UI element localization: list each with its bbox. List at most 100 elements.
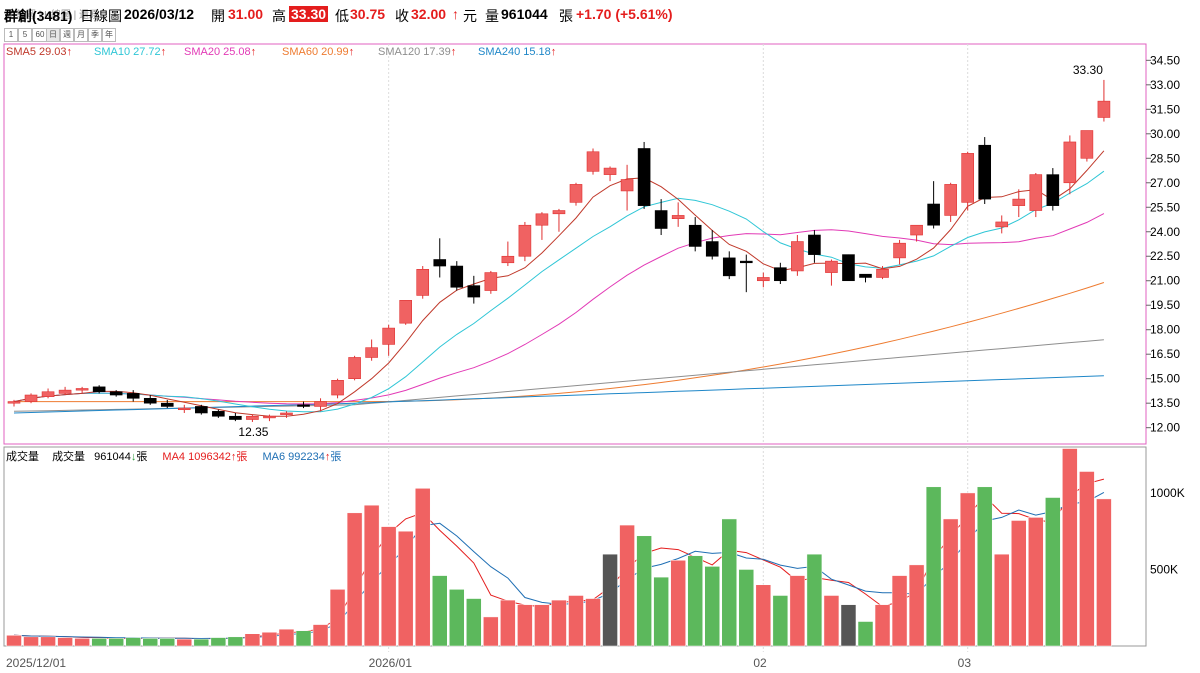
volume-legend-label: 成交量 — [52, 451, 86, 463]
volume-bar — [466, 598, 482, 647]
candle-body — [995, 221, 1009, 228]
volume-bar — [483, 616, 499, 647]
sma5-line — [13, 150, 1105, 417]
volume-bar — [278, 628, 295, 647]
price-tick-label: 30.00 — [1150, 127, 1180, 141]
candle-body — [893, 242, 906, 259]
sma-legend-sma60: SMA60 20.99↑ — [282, 46, 355, 58]
candle-body — [637, 148, 651, 206]
chart-tabs-strip[interactable]: 走勢圖 | K線圖 | 還原 — [6, 10, 99, 21]
candle-body — [331, 380, 344, 396]
price-tick-label: 21.00 — [1150, 274, 1180, 288]
candle-body — [75, 388, 89, 391]
candle-body — [1097, 100, 1111, 118]
period-button-3[interactable]: 日 — [46, 28, 60, 42]
volume-bar — [636, 535, 652, 647]
period-button-1[interactable]: 5 — [18, 28, 32, 42]
up-arrow-icon: ↑ — [250, 46, 257, 58]
candle-body — [859, 273, 872, 278]
candle-body — [314, 401, 327, 407]
sma10-line — [13, 170, 1105, 413]
period-button-0[interactable]: 1 — [4, 28, 18, 42]
volume-bar — [908, 564, 925, 647]
period-button-6[interactable]: 季 — [88, 28, 102, 42]
volume-bar — [125, 637, 141, 647]
ma6-up-arrow-icon: ↑ — [324, 451, 331, 463]
quote-date: 2026/03/12 — [124, 6, 195, 22]
sma-legend-sma5: SMA5 29.03↑ — [6, 46, 73, 58]
volume-bar — [142, 638, 158, 647]
volume-bar — [551, 599, 567, 647]
candle-body — [620, 179, 634, 192]
ma4-unit: 張 — [236, 451, 248, 463]
candle-body — [791, 241, 804, 272]
volume-bar — [653, 576, 669, 647]
price-annotation: 12.35 — [238, 425, 268, 439]
candle-body — [739, 260, 753, 264]
candle-body — [416, 269, 430, 296]
candle-body — [160, 402, 174, 407]
low-value: 30.75 — [350, 6, 386, 22]
volume-label: 量 — [485, 8, 499, 24]
volume-panel-title: 成交量 — [6, 451, 39, 463]
period-button-5[interactable]: 月 — [74, 28, 88, 42]
candle-body — [569, 184, 583, 203]
volume-bar — [227, 636, 244, 647]
volume-bar — [1028, 517, 1044, 647]
candle-body — [58, 389, 72, 394]
price-tick-label: 33.00 — [1150, 78, 1180, 92]
x-axis-label: 02 — [753, 656, 767, 670]
volume-bar — [6, 635, 22, 647]
candle-body — [876, 269, 889, 278]
close-label: 收 — [395, 8, 409, 24]
sma-legend-sma120: SMA120 17.39↑ — [378, 46, 457, 58]
up-arrow-icon: ↑ — [348, 46, 355, 58]
volume-bar — [687, 555, 703, 647]
ma6-unit: 張 — [330, 451, 342, 463]
ma6-value: 992234 — [288, 451, 325, 463]
volume-bar — [312, 624, 329, 647]
price-unit: 元 — [463, 8, 477, 24]
candle-body — [280, 412, 293, 415]
candle-body — [586, 151, 600, 172]
ma4-label: MA4 — [162, 451, 186, 463]
price-annotation: 33.30 — [1073, 63, 1103, 77]
volume-bar — [74, 638, 90, 647]
candle-body — [126, 393, 140, 399]
volume-tick-label: 1000K — [1150, 486, 1185, 500]
volume-bar — [414, 488, 431, 647]
candle-body — [603, 167, 617, 175]
candle-body — [92, 386, 106, 393]
up-arrow-icon: ↑ — [160, 46, 167, 58]
volume-bar — [772, 595, 789, 647]
price-change: +1.70 (+5.61%) — [576, 6, 673, 22]
price-tick-label: 24.00 — [1150, 225, 1180, 239]
candle-body — [808, 234, 821, 255]
volume-bar — [159, 638, 176, 647]
volume-bar — [108, 638, 124, 647]
volume-bar — [959, 492, 976, 647]
period-button-7[interactable]: 年 — [102, 28, 116, 42]
volume-bar — [534, 604, 550, 647]
volume-down-arrow-icon: ↓ — [130, 451, 137, 463]
candle-body — [433, 259, 447, 267]
volume-bar — [1062, 448, 1078, 647]
volume-bar — [993, 553, 1010, 647]
volume-bar — [585, 598, 601, 647]
volume-legend-unit: 張 — [136, 451, 148, 463]
volume-bar — [721, 518, 738, 647]
sma-legend-sma240: SMA240 15.18↑ — [478, 46, 557, 58]
candle-body — [842, 254, 855, 282]
volume-bar — [806, 553, 823, 647]
open-label: 開 — [211, 8, 225, 24]
close-value: 32.00 — [411, 6, 447, 22]
volume-value: 961044 — [501, 6, 548, 22]
candle-body — [1029, 174, 1043, 211]
x-axis-label: 2026/01 — [369, 656, 413, 670]
volume-bar — [261, 631, 278, 647]
period-button-4[interactable]: 週 — [60, 28, 74, 42]
price-tick-label: 19.50 — [1150, 298, 1180, 312]
candle-body — [961, 153, 974, 203]
candle-body — [382, 327, 395, 345]
volume-bar — [942, 518, 959, 647]
